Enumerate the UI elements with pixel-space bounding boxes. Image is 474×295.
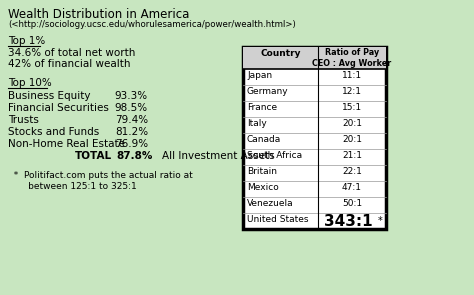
Text: 87.8%: 87.8% [116, 151, 152, 161]
Text: between 125:1 to 325:1: between 125:1 to 325:1 [8, 182, 137, 191]
Text: France: France [247, 103, 277, 112]
Text: 12:1: 12:1 [342, 87, 362, 96]
Text: 98.5%: 98.5% [115, 103, 148, 113]
Text: Top 1%: Top 1% [8, 36, 45, 46]
Text: Venezuela: Venezuela [247, 199, 293, 208]
Text: 343:1: 343:1 [324, 214, 372, 229]
Text: 34.6% of total net worth: 34.6% of total net worth [8, 48, 136, 58]
Text: 20:1: 20:1 [342, 119, 362, 128]
Text: 93.3%: 93.3% [115, 91, 148, 101]
FancyBboxPatch shape [243, 47, 386, 229]
Text: Non-Home Real Estate: Non-Home Real Estate [8, 139, 125, 149]
Text: 47:1: 47:1 [342, 183, 362, 192]
Text: (<http://sociology.ucsc.edu/whorulesamerica/power/wealth.html>): (<http://sociology.ucsc.edu/whorulesamer… [8, 20, 296, 29]
Text: Japan: Japan [247, 71, 272, 80]
Text: 79.4%: 79.4% [115, 115, 148, 125]
Text: Britain: Britain [247, 167, 277, 176]
Text: 21:1: 21:1 [342, 151, 362, 160]
Text: United States: United States [247, 215, 309, 224]
Text: 50:1: 50:1 [342, 199, 362, 208]
Text: *: * [378, 216, 383, 226]
Text: *  Politifact.com puts the actual ratio at: * Politifact.com puts the actual ratio a… [8, 171, 193, 180]
Text: 20:1: 20:1 [342, 135, 362, 144]
Text: Ratio of Pay
CEO : Avg Worker: Ratio of Pay CEO : Avg Worker [312, 48, 392, 68]
Text: 15:1: 15:1 [342, 103, 362, 112]
FancyBboxPatch shape [243, 47, 386, 69]
Text: 11:1: 11:1 [342, 71, 362, 80]
Text: Financial Securities: Financial Securities [8, 103, 109, 113]
Text: Stocks and Funds: Stocks and Funds [8, 127, 99, 137]
Text: 76.9%: 76.9% [115, 139, 148, 149]
Text: 42% of financial wealth: 42% of financial wealth [8, 59, 130, 69]
Text: Wealth Distribution in America: Wealth Distribution in America [8, 8, 190, 21]
Text: Italy: Italy [247, 119, 267, 128]
Text: TOTAL: TOTAL [75, 151, 112, 161]
Text: 81.2%: 81.2% [115, 127, 148, 137]
Text: Mexico: Mexico [247, 183, 279, 192]
Text: Country: Country [260, 49, 301, 58]
Text: South Africa: South Africa [247, 151, 302, 160]
Text: All Investment Assets: All Investment Assets [162, 151, 275, 161]
Text: 22:1: 22:1 [342, 167, 362, 176]
Text: Germany: Germany [247, 87, 289, 96]
Text: Top 10%: Top 10% [8, 78, 52, 88]
Text: Business Equity: Business Equity [8, 91, 91, 101]
Text: Canada: Canada [247, 135, 281, 144]
Text: Trusts: Trusts [8, 115, 39, 125]
